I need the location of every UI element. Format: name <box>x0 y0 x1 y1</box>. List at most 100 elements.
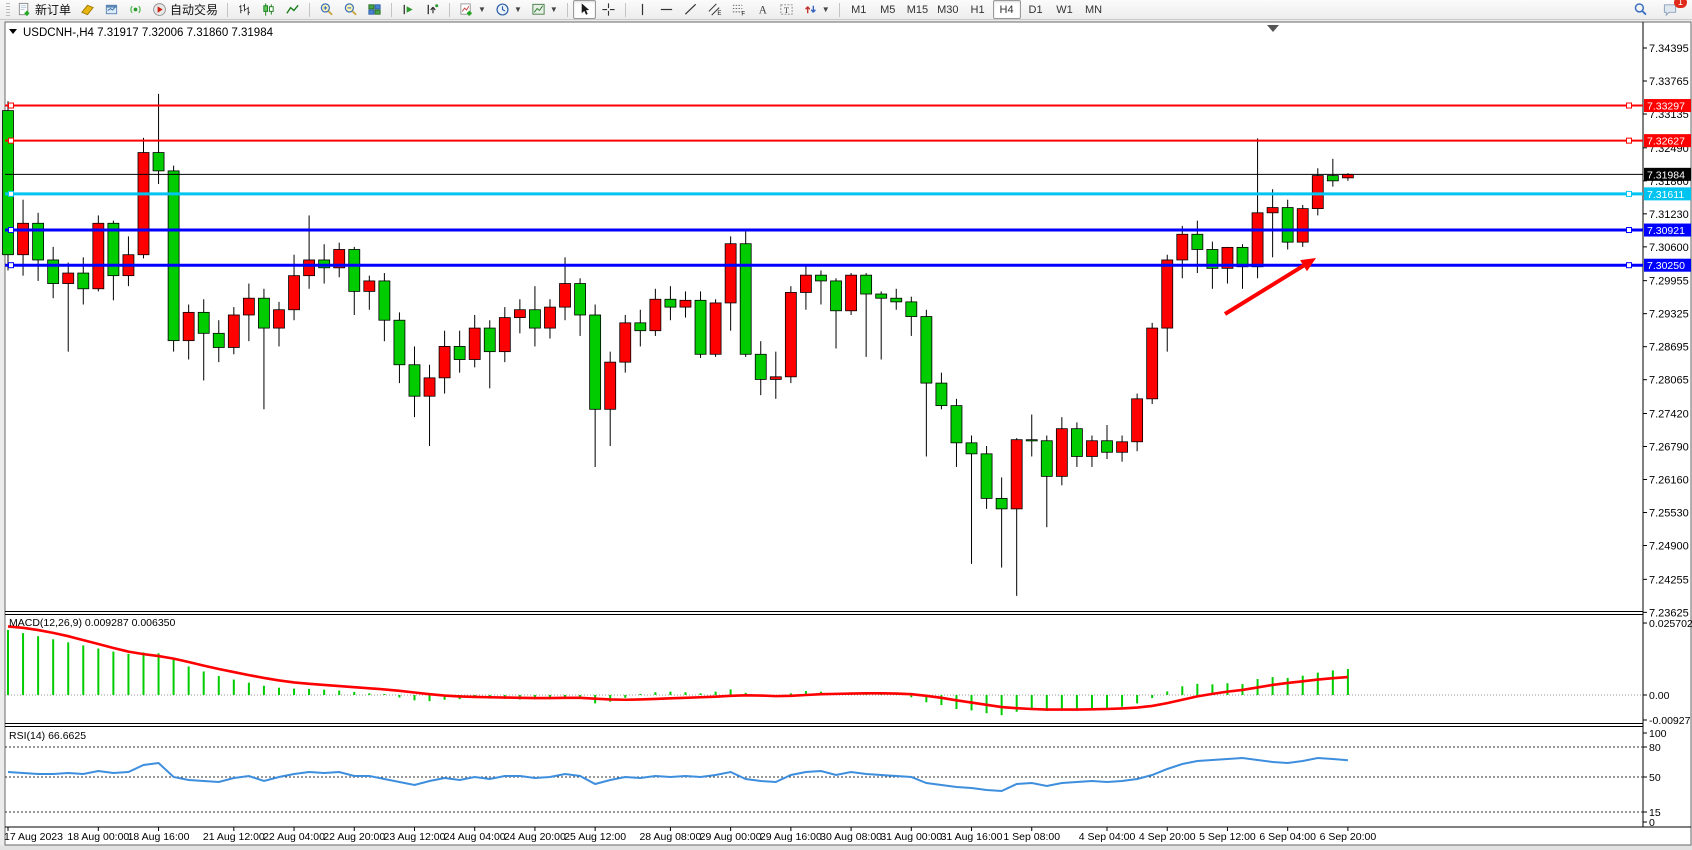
arrow-annotation[interactable] <box>1223 258 1316 316</box>
periods-button[interactable]: ▼ <box>491 0 526 19</box>
auto-scroll-button[interactable] <box>397 0 420 19</box>
date-tick-label: 21 Aug 12:00 <box>203 831 265 843</box>
macd-label: MACD(12,26,9) 0.009287 0.006350 <box>9 617 176 629</box>
date-tick-label: 22 Aug 04:00 <box>263 831 325 843</box>
chart-shift-button[interactable] <box>421 0 444 19</box>
main-toolbar: 新订单 自动交易 ▼ ▼ ▼ E F A T ▼ M1 M5 M15 M30 H… <box>0 0 1692 20</box>
price-badge-label: 7.33297 <box>1647 101 1685 113</box>
window-bottom-edge <box>0 845 1692 850</box>
timeframe-w1[interactable]: W1 <box>1056 3 1073 16</box>
rsi-tick-label: 15 <box>1649 807 1661 819</box>
timeframe-m5[interactable]: M5 <box>880 3 896 16</box>
hline-handle[interactable] <box>8 137 14 144</box>
date-tick-label: 29 Aug 16:00 <box>760 831 822 843</box>
market-watch-button[interactable] <box>100 0 123 19</box>
rsi-tick-label: 50 <box>1649 772 1661 784</box>
signals-button[interactable] <box>124 0 147 19</box>
crosshair-button[interactable] <box>597 0 620 19</box>
timeframe-h1[interactable]: H1 <box>970 3 985 16</box>
hline-handle[interactable] <box>1626 227 1632 234</box>
new-order-button[interactable]: 新订单 <box>13 0 75 19</box>
price-tick-label: 7.24900 <box>1649 541 1689 553</box>
price-tick-label: 7.34395 <box>1649 43 1689 55</box>
hline-handle[interactable] <box>8 190 14 197</box>
bar-chart-icon <box>237 2 252 17</box>
macd-tick-label: 0.00 <box>1649 690 1670 702</box>
trendline-icon <box>683 2 698 17</box>
date-tick-label: 24 Aug 20:00 <box>504 831 566 843</box>
price-badge <box>1644 167 1691 181</box>
timeframe-m1[interactable]: M1 <box>851 3 867 16</box>
rsi-label: RSI(14) 66.6625 <box>9 730 86 742</box>
templates-button[interactable]: ▼ <box>527 0 562 19</box>
bar-chart-button[interactable] <box>233 0 256 19</box>
timeframe-m30[interactable]: M30 <box>937 3 959 16</box>
chart-area[interactable]: 7.343957.337657.331357.324907.318607.312… <box>0 20 1692 850</box>
timeframe-d1[interactable]: D1 <box>1028 3 1043 16</box>
autotrading-button[interactable]: 自动交易 <box>148 0 222 19</box>
candlestick-icon <box>261 2 276 17</box>
price-badge-label: 7.30921 <box>1647 225 1685 237</box>
fibonacci-icon: F <box>731 2 746 17</box>
chart-window[interactable]: 7.34395 7.33765 7.33135 7.32490 7.31860 7.312… <box>0 20 1692 850</box>
trendline-tool[interactable] <box>679 0 702 19</box>
date-tick-label: 4 Sep 04:00 <box>1079 831 1136 843</box>
cursor-button[interactable] <box>572 0 596 19</box>
text-tool[interactable]: A <box>751 0 774 19</box>
hline-handle[interactable] <box>8 262 14 269</box>
channel-tool[interactable]: E <box>703 0 726 19</box>
price-badge <box>1644 99 1691 113</box>
hline-handle[interactable] <box>1626 102 1632 109</box>
chart-profile-button[interactable] <box>76 0 99 19</box>
horizontal-lines[interactable]: 7.33297 7.32627 7.31984 7.31611 7.30921 7.302… <box>5 99 1691 272</box>
chart-shift-marker[interactable] <box>1267 25 1279 32</box>
arrows-tool[interactable]: ▼ <box>799 0 834 19</box>
rsi-pane: RSI(14) 66.6625 <box>5 730 1643 813</box>
new-order-label: 新订单 <box>35 3 72 17</box>
line-chart-button[interactable] <box>281 0 304 19</box>
periods-icon <box>495 2 510 17</box>
text-label-tool[interactable]: T <box>775 0 798 19</box>
price-tick-label: 7.28695 <box>1649 342 1689 354</box>
timeframe-mn[interactable]: MN <box>1084 3 1103 16</box>
price-tick-label: 7.25530 <box>1649 508 1689 520</box>
zoom-out-button[interactable] <box>339 0 362 19</box>
candlestick-button[interactable] <box>257 0 280 19</box>
hline-handle[interactable] <box>8 102 14 109</box>
hline-handle[interactable] <box>8 227 14 234</box>
indicators-button[interactable]: ▼ <box>455 0 490 19</box>
price-badge <box>1644 258 1691 272</box>
macd-pane: MACD(12,26,9) 0.009287 0.006350 <box>5 617 1643 716</box>
price-badge <box>1644 187 1691 201</box>
date-tick-label: 30 Aug 08:00 <box>820 831 882 843</box>
tile-windows-icon <box>367 2 382 17</box>
hline-handle[interactable] <box>1626 137 1632 144</box>
quick-trade-expander-icon[interactable] <box>9 29 17 34</box>
arrows-tool-icon <box>803 2 818 17</box>
date-tick-label: 4 Sep 20:00 <box>1139 831 1196 843</box>
arrows-caret-icon: ▼ <box>821 5 830 14</box>
fibonacci-tool[interactable]: F <box>727 0 750 19</box>
price-badge-label: 7.30250 <box>1647 260 1685 272</box>
price-tick-label: 7.31230 <box>1649 209 1689 221</box>
date-tick-label: 28 Aug 08:00 <box>639 831 701 843</box>
autotrading-label: 自动交易 <box>170 3 219 17</box>
svg-text:T: T <box>784 5 789 15</box>
horizontal-line-tool[interactable] <box>655 0 678 19</box>
tile-windows-button[interactable] <box>363 0 386 19</box>
price-tick-label: 7.28065 <box>1649 375 1689 387</box>
price-badge-label: 7.32627 <box>1647 136 1685 148</box>
macd-axis: 0.025702 0.00 -0.00927 <box>1643 618 1692 727</box>
notifications-button[interactable]: 1 <box>1658 0 1687 19</box>
timeframe-m15[interactable]: M15 <box>906 3 929 16</box>
price-tick-label: 7.27420 <box>1649 408 1689 420</box>
search-button[interactable] <box>1629 0 1652 19</box>
timeframe-h4[interactable]: H4 <box>992 0 1021 19</box>
zoom-in-button[interactable] <box>315 0 338 19</box>
toolbar-grip <box>6 2 10 17</box>
hline-handle[interactable] <box>1626 190 1632 197</box>
price-tick-label: 7.29325 <box>1649 309 1689 321</box>
vertical-line-tool[interactable] <box>631 0 654 19</box>
hline-handle[interactable] <box>1626 262 1632 269</box>
price-tick-label: 7.30600 <box>1649 242 1689 254</box>
